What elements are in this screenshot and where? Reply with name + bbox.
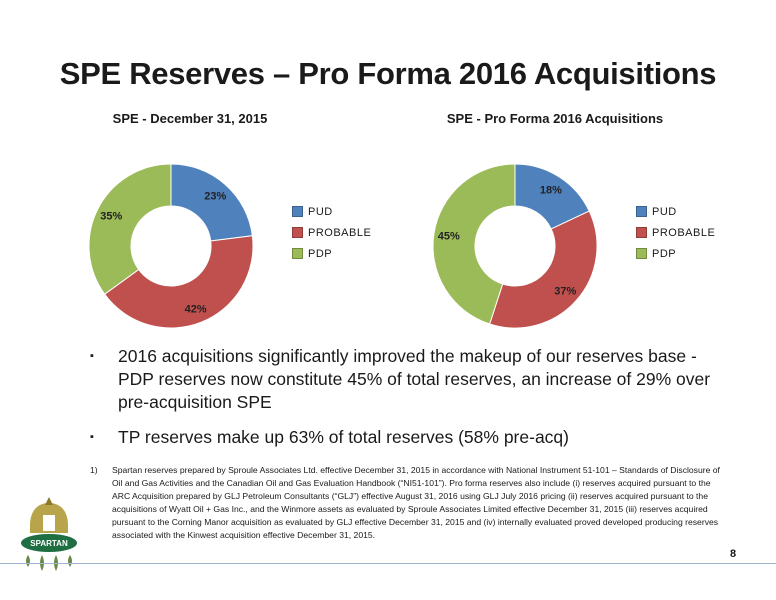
legend-swatch-probable xyxy=(636,227,647,238)
legend-swatch-pud xyxy=(636,206,647,217)
bullet-item: ▪ 2016 acquisitions significantly improv… xyxy=(90,345,730,414)
page-title: SPE Reserves – Pro Forma 2016 Acquisitio… xyxy=(59,56,717,91)
chart-2-title: SPE - Pro Forma 2016 Acquisitions xyxy=(446,111,664,126)
legend-swatch-pdp xyxy=(636,248,647,259)
chart-2-donut: 18% 37% 45% xyxy=(432,163,598,329)
legend-label-probable: PROBABLE xyxy=(308,226,372,239)
slice-pdp xyxy=(88,163,172,295)
bullet-item: ▪ TP reserves make up 63% of total reser… xyxy=(90,426,730,449)
bullet-list: ▪ 2016 acquisitions significantly improv… xyxy=(90,345,730,461)
legend-item-pud: PUD xyxy=(636,201,715,222)
slice-probable xyxy=(103,235,254,329)
slice-label-pdp: 45% xyxy=(438,231,460,243)
footnote-text: Spartan reserves prepared by Sproule Ass… xyxy=(112,465,720,540)
legend-label-pud: PUD xyxy=(652,205,677,218)
chart-1-donut: 23% 42% 35% xyxy=(88,163,254,329)
footnote-number: 1) xyxy=(90,465,98,475)
slice-label-pud: 23% xyxy=(204,191,226,203)
bullet-text: TP reserves make up 63% of total reserve… xyxy=(118,427,569,447)
spartan-logo: SPARTAN xyxy=(21,497,77,571)
chart-1-legend: PUD PROBABLE PDP xyxy=(292,201,371,264)
legend-swatch-pud xyxy=(292,206,303,217)
legend-item-pdp: PDP xyxy=(636,243,715,264)
legend-item-probable: PROBABLE xyxy=(636,222,715,243)
slice-pdp xyxy=(432,163,516,325)
bullet-marker: ▪ xyxy=(90,431,94,443)
slice-label-pud: 18% xyxy=(540,184,562,196)
legend-label-pdp: PDP xyxy=(308,247,333,260)
legend-swatch-pdp xyxy=(292,248,303,259)
legend-label-pud: PUD xyxy=(308,205,333,218)
bullet-marker: ▪ xyxy=(90,350,94,362)
chart-1-title: SPE - December 31, 2015 xyxy=(112,111,268,126)
page-number: 8 xyxy=(730,548,737,560)
legend-label-pdp: PDP xyxy=(652,247,677,260)
logo-text: SPARTAN xyxy=(30,539,68,548)
bullet-text: 2016 acquisitions significantly improved… xyxy=(118,346,711,412)
footer-divider xyxy=(0,563,776,564)
slice-label-probable: 37% xyxy=(554,285,576,297)
legend-item-probable: PROBABLE xyxy=(292,222,371,243)
slice-probable xyxy=(489,210,598,329)
chart-2-legend: PUD PROBABLE PDP xyxy=(636,201,715,264)
legend-item-pud: PUD xyxy=(292,201,371,222)
slice-pud xyxy=(170,163,253,242)
legend-label-probable: PROBABLE xyxy=(652,226,716,239)
legend-item-pdp: PDP xyxy=(292,243,371,264)
slice-label-probable: 42% xyxy=(185,303,207,315)
slice-label-pdp: 35% xyxy=(100,211,122,223)
legend-swatch-probable xyxy=(292,227,303,238)
footnote: 1) Spartan reserves prepared by Sproule … xyxy=(90,464,730,542)
